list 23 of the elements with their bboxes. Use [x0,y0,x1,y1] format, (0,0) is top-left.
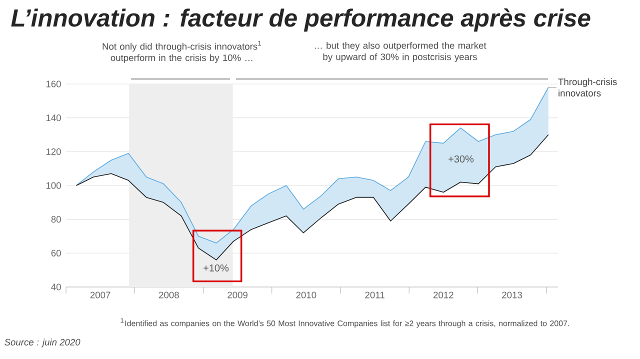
y-tick-label: 120 [46,148,61,155]
annotation: +30% [448,155,474,163]
source-note: Source : juin 2020 [4,338,80,348]
y-tick-label: 40 [51,284,61,290]
x-tick-label: 2009 [228,292,248,298]
text: … but they also outperformed the market by upward of 30% in postcrisis years [314,42,486,62]
x-tick-label: 2012 [433,292,454,298]
y-tick-label: 80 [51,216,61,223]
y-tick-label: 140 [46,114,61,122]
x-tick-label: 2008 [159,292,179,298]
x-tick-label: 2011 [365,292,384,298]
text: Not only did through-crisis innovators$^{1}$ outperform in the crisis by 10% … [102,41,262,63]
line-series [76,134,549,260]
chart-title: L’innovation : facteur de performance après crise [11,8,590,32]
annotation: +10% [204,264,229,272]
x-tick-label: 2013 [502,292,522,298]
x-tick-label: 2010 [296,292,316,298]
series-label: Through-crisis innovators [558,78,617,96]
y-tick-label: 60 [51,250,61,256]
text: $^{1}$Identified as companies on the World’s 50 Most Innovative Companies list for ≥2 years through a crisis, normalized to 2007. [120,318,569,328]
x-tick-label: 2007 [90,292,110,298]
y-tick-label: 160 [46,80,61,88]
y-tick-label: 100 [46,182,61,189]
